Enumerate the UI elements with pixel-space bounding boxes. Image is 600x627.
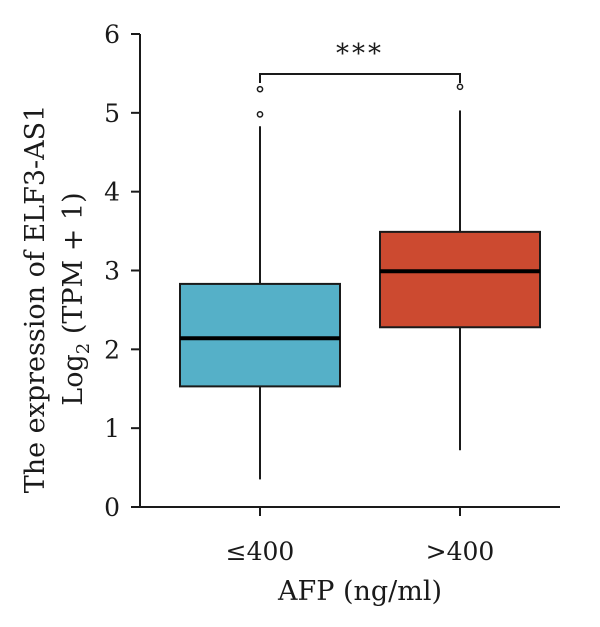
significance-bracket xyxy=(259,73,461,83)
y-axis-title-line1: The expression of ELF3-AS1 xyxy=(20,105,51,494)
box-group xyxy=(379,83,541,451)
x-tick-label: ≤400 xyxy=(226,537,295,566)
boxes xyxy=(179,83,541,480)
outlier-point xyxy=(256,111,264,118)
y-axis-title-unit: (TPM + 1) xyxy=(58,192,89,342)
box-group xyxy=(179,85,341,480)
axis-labels: AFP (ng/ml) The expression of ELF3-AS1 L… xyxy=(20,105,442,607)
box xyxy=(179,282,341,388)
y-tick-label: 6 xyxy=(104,20,120,49)
significance-label: *** xyxy=(336,39,384,69)
y-tick-label: 3 xyxy=(104,257,120,286)
y-tick-label: 4 xyxy=(104,178,120,207)
outlier-point xyxy=(456,83,464,91)
y-tick-label: 2 xyxy=(104,335,120,364)
y-tick-label: 1 xyxy=(104,414,120,443)
significance-annotation: *** xyxy=(259,39,461,83)
y-tick-label: 5 xyxy=(104,99,120,128)
x-tick-label: >400 xyxy=(426,537,495,566)
outlier-point xyxy=(256,85,264,93)
x-axis-title: AFP (ng/ml) xyxy=(277,576,442,607)
y-axis-title-subscript: 2 xyxy=(73,343,94,354)
box xyxy=(379,230,541,329)
y-tick-label: 0 xyxy=(104,493,120,522)
axes: 0 1 2 3 4 5 6 ≤400 >400 xyxy=(104,20,560,566)
y-axis-title-line2: Log2 (TPM + 1) xyxy=(58,192,94,405)
y-axis-title-log: Log xyxy=(58,354,89,405)
